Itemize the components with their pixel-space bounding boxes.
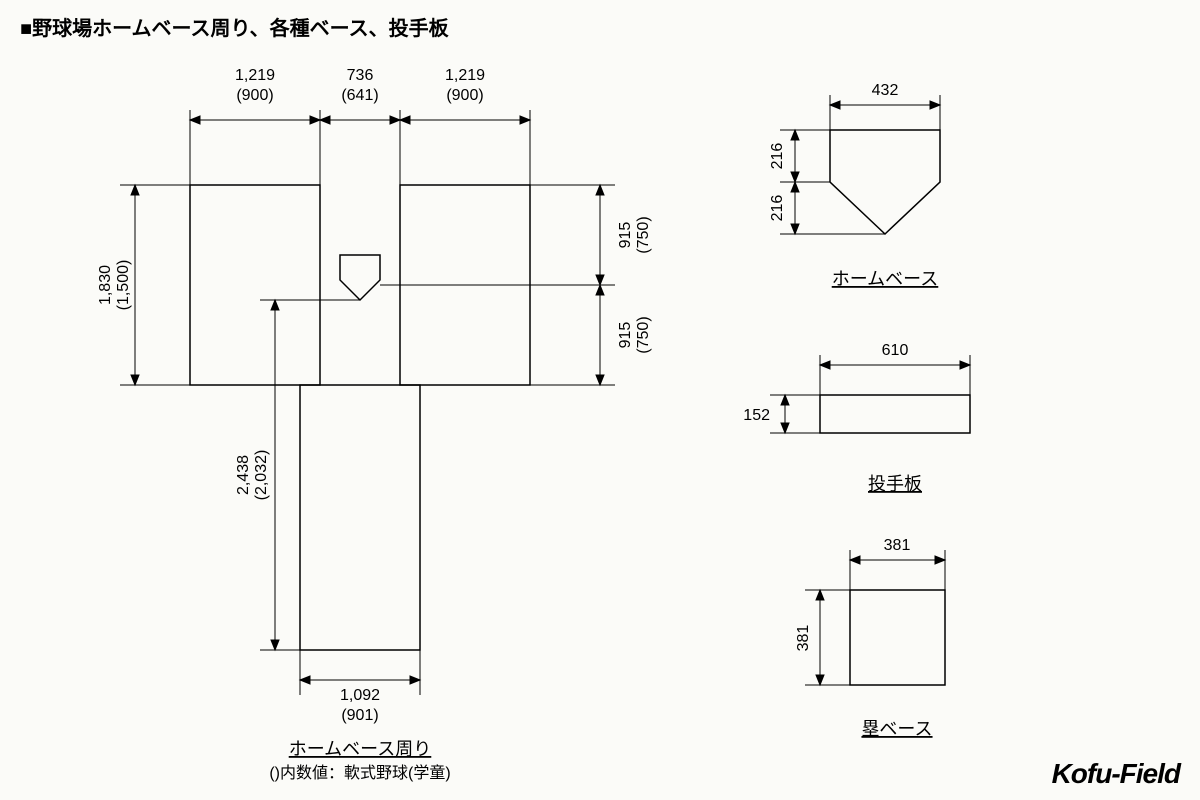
left-dim-p: (1,500) (115, 260, 132, 311)
left-dim: 1,830 (1,500) (97, 185, 190, 385)
diagram-canvas: 1,219 (900) 736 (641) 1,219 (900) 1,830 … (0, 0, 1200, 800)
pitcher-detail: 610 152 投手板 (743, 342, 970, 494)
bs-h: 381 (795, 625, 812, 652)
hp-label: ホームベース (832, 269, 939, 289)
cv-dim: 2,438 (235, 455, 252, 495)
top-dim-1p: (900) (236, 87, 273, 104)
top-dim-3p: (900) (446, 87, 483, 104)
cv-dim-p: (2,032) (253, 450, 270, 501)
main-drawing: 1,219 (900) 736 (641) 1,219 (900) 1,830 … (97, 67, 652, 782)
top-dim-1: 1,219 (235, 67, 275, 84)
hp-h2: 216 (769, 195, 786, 222)
logo: Kofu-Field (1052, 758, 1180, 790)
bs-w: 381 (884, 537, 911, 554)
main-label: ホームベース周り (289, 739, 432, 759)
top-dim-chain: 1,219 (900) 736 (641) 1,219 (900) (190, 67, 530, 185)
small-homeplate (340, 255, 380, 300)
base-shape (850, 590, 945, 685)
bs-label: 塁ベース (861, 719, 932, 739)
center-v-dim: 2,438 (2,032) (235, 300, 360, 650)
r-dim-1p: (750) (635, 216, 652, 253)
top-dim-3: 1,219 (445, 67, 485, 84)
catcher-box (300, 385, 420, 650)
r-dim-2p: (750) (635, 316, 652, 353)
b-dim-p: (901) (341, 707, 378, 724)
homeplate-detail: 432 216 216 ホームベース (769, 82, 940, 289)
pp-h: 152 (743, 407, 770, 424)
left-box (190, 185, 320, 385)
bottom-dim: 1,092 (901) (300, 650, 420, 724)
hp-w: 432 (872, 82, 899, 99)
base-detail: 381 381 塁ベース (795, 537, 945, 739)
top-dim-2p: (641) (341, 87, 378, 104)
top-dim-2: 736 (347, 67, 374, 84)
hp-h1: 216 (769, 143, 786, 170)
r-dim-1: 915 (617, 222, 634, 249)
r-dim-2: 915 (617, 322, 634, 349)
homeplate-shape (830, 130, 940, 234)
pp-label: 投手板 (868, 474, 922, 494)
pitcher-shape (820, 395, 970, 433)
main-note: ()内数値：軟式野球(学童) (269, 763, 450, 782)
left-dim-v: 1,830 (97, 265, 114, 305)
b-dim: 1,092 (340, 687, 380, 704)
right-dims: 915 (750) 915 (750) (380, 185, 652, 385)
pp-w: 610 (882, 342, 909, 359)
